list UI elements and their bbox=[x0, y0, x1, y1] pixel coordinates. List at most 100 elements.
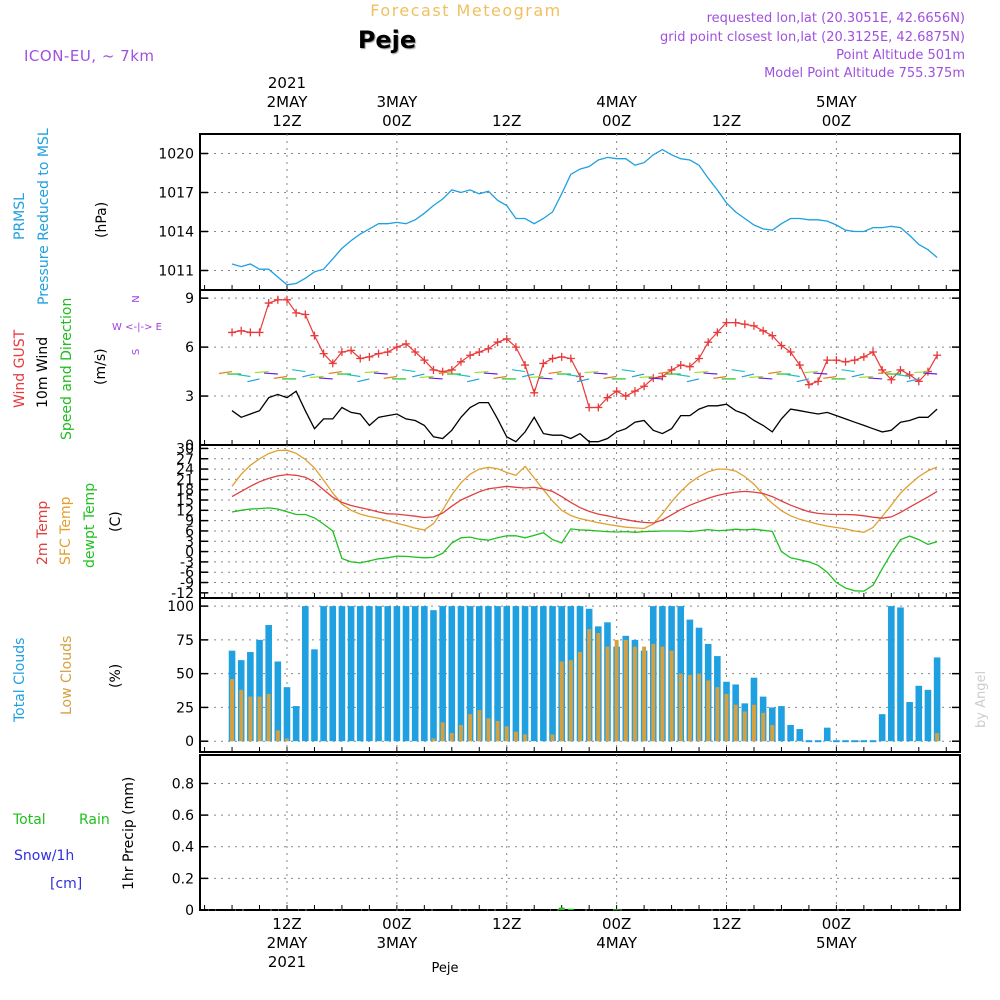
y-tick-label: 9 bbox=[185, 514, 194, 530]
low-cloud-bar bbox=[266, 693, 271, 742]
gust-marker bbox=[237, 326, 246, 335]
rain-bar bbox=[567, 908, 574, 910]
requested-coords: requested lon,lat (20.3051E, 42.6656N) bbox=[707, 11, 965, 26]
wind-direction-arrow bbox=[548, 370, 562, 375]
panel-frame bbox=[199, 289, 961, 446]
low-cloud-bar bbox=[458, 724, 463, 742]
y-tick-label: 3 bbox=[185, 534, 194, 550]
low-cloud-bar bbox=[495, 720, 500, 742]
y-tick-label: 0 bbox=[185, 545, 194, 561]
y-tick-label: 0.2 bbox=[172, 871, 194, 887]
place-name: Peje bbox=[358, 26, 416, 54]
gust-marker bbox=[511, 343, 520, 352]
temp-dewpt-label: dewpt Temp bbox=[82, 483, 98, 568]
total-cloud-bar bbox=[402, 606, 410, 742]
low-cloud-bar bbox=[733, 704, 738, 742]
wind-direction-arrow bbox=[428, 377, 443, 380]
gust-marker bbox=[310, 331, 319, 340]
y-tick-label: 1020 bbox=[158, 147, 194, 163]
wind-direction-arrow bbox=[419, 375, 434, 379]
total-cloud-bar bbox=[768, 707, 776, 742]
time-label: 12Z bbox=[272, 112, 301, 130]
y-tick-label: 50 bbox=[176, 667, 194, 683]
wind-direction-arrow bbox=[511, 369, 526, 373]
wind-direction-arrow bbox=[247, 378, 260, 383]
total-cloud-bar bbox=[521, 606, 529, 742]
total-cloud-bar bbox=[356, 606, 364, 742]
y-tick-label: 0 bbox=[185, 438, 194, 454]
wind-direction-arrow bbox=[859, 375, 874, 379]
wind-direction-arrow bbox=[521, 373, 535, 378]
time-label: 2021 bbox=[268, 953, 306, 971]
gust-marker bbox=[887, 375, 896, 384]
gust-marker bbox=[246, 328, 255, 337]
total-cloud-bar bbox=[320, 606, 327, 742]
total-cloud-bar bbox=[283, 687, 291, 742]
hpa-unit-label: (hPa) bbox=[94, 202, 110, 238]
y-tick-label: 0 bbox=[185, 903, 194, 919]
time-label: 00Z bbox=[822, 112, 851, 130]
gust-line bbox=[231, 299, 938, 409]
gust-marker bbox=[749, 321, 758, 330]
gust-marker bbox=[484, 344, 493, 353]
model-name: ICON-EU, ~ 7km bbox=[24, 47, 155, 65]
wind-speed-line bbox=[231, 390, 938, 443]
y-tick-label: 25 bbox=[176, 700, 194, 716]
y-tick-label: 0.4 bbox=[172, 840, 194, 856]
gust-marker bbox=[630, 387, 639, 396]
wind-direction-arrow bbox=[529, 375, 544, 379]
total-cloud-bar bbox=[411, 606, 419, 742]
y-tick-label: 0.8 bbox=[172, 776, 194, 792]
low-cloud-bar bbox=[724, 693, 729, 742]
wind-direction-arrow bbox=[731, 369, 745, 373]
wind-direction-arrow bbox=[237, 373, 251, 378]
gust-marker bbox=[502, 334, 511, 343]
gust-marker bbox=[594, 403, 603, 412]
gust-marker bbox=[374, 349, 383, 358]
wind-direction-arrow bbox=[438, 370, 452, 375]
gust-marker bbox=[328, 359, 337, 368]
gust-marker bbox=[859, 352, 868, 361]
low-cloud-bar bbox=[587, 629, 592, 742]
wind-direction-arrow bbox=[292, 369, 306, 373]
time-label: 2021 bbox=[268, 74, 306, 92]
low-cloud-bar bbox=[687, 675, 692, 742]
y-tick-label: 15 bbox=[176, 493, 194, 509]
low-cloud-bar bbox=[660, 646, 665, 742]
y-tick-label: 1017 bbox=[158, 186, 194, 202]
total-cloud-bar bbox=[778, 706, 785, 742]
time-label: 12Z bbox=[492, 112, 521, 130]
time-label: 4MAY bbox=[596, 93, 638, 111]
gust-marker bbox=[530, 388, 539, 397]
wind-direction-arrow bbox=[804, 370, 819, 374]
low-cloud-bar bbox=[285, 738, 289, 742]
total-cloud-bar bbox=[540, 606, 547, 742]
low-cloud-bar bbox=[751, 704, 756, 742]
gust-marker bbox=[466, 351, 475, 360]
wind-direction-arrow bbox=[302, 373, 315, 378]
rose-s: S bbox=[131, 349, 142, 355]
wind-direction-arrow bbox=[621, 369, 636, 373]
low-cloud-bar bbox=[623, 639, 628, 742]
total-cloud-bar bbox=[787, 724, 794, 742]
y-tick-label: -3 bbox=[180, 555, 194, 571]
pressure-msl-label: Pressure Reduced to MSL bbox=[36, 128, 52, 305]
wind-direction-arrow bbox=[823, 375, 837, 379]
gust-marker bbox=[264, 299, 273, 308]
wind-direction-arrow bbox=[796, 378, 810, 383]
wind-direction-arrow bbox=[851, 373, 864, 378]
gust-marker bbox=[777, 341, 786, 350]
gust-marker bbox=[685, 362, 694, 371]
low-cloud-bar bbox=[275, 730, 280, 742]
rain-bar bbox=[558, 907, 565, 910]
wind-direction-arrow bbox=[309, 375, 324, 379]
gust-marker bbox=[337, 348, 346, 356]
y-tick-label: 3 bbox=[185, 389, 194, 405]
y-tick-label: 18 bbox=[176, 483, 194, 499]
low-cloud-bar bbox=[248, 696, 253, 742]
gust-marker bbox=[695, 354, 704, 363]
gust-marker bbox=[356, 354, 365, 363]
low-cloud-bar bbox=[513, 731, 518, 742]
gust-marker bbox=[704, 338, 713, 347]
